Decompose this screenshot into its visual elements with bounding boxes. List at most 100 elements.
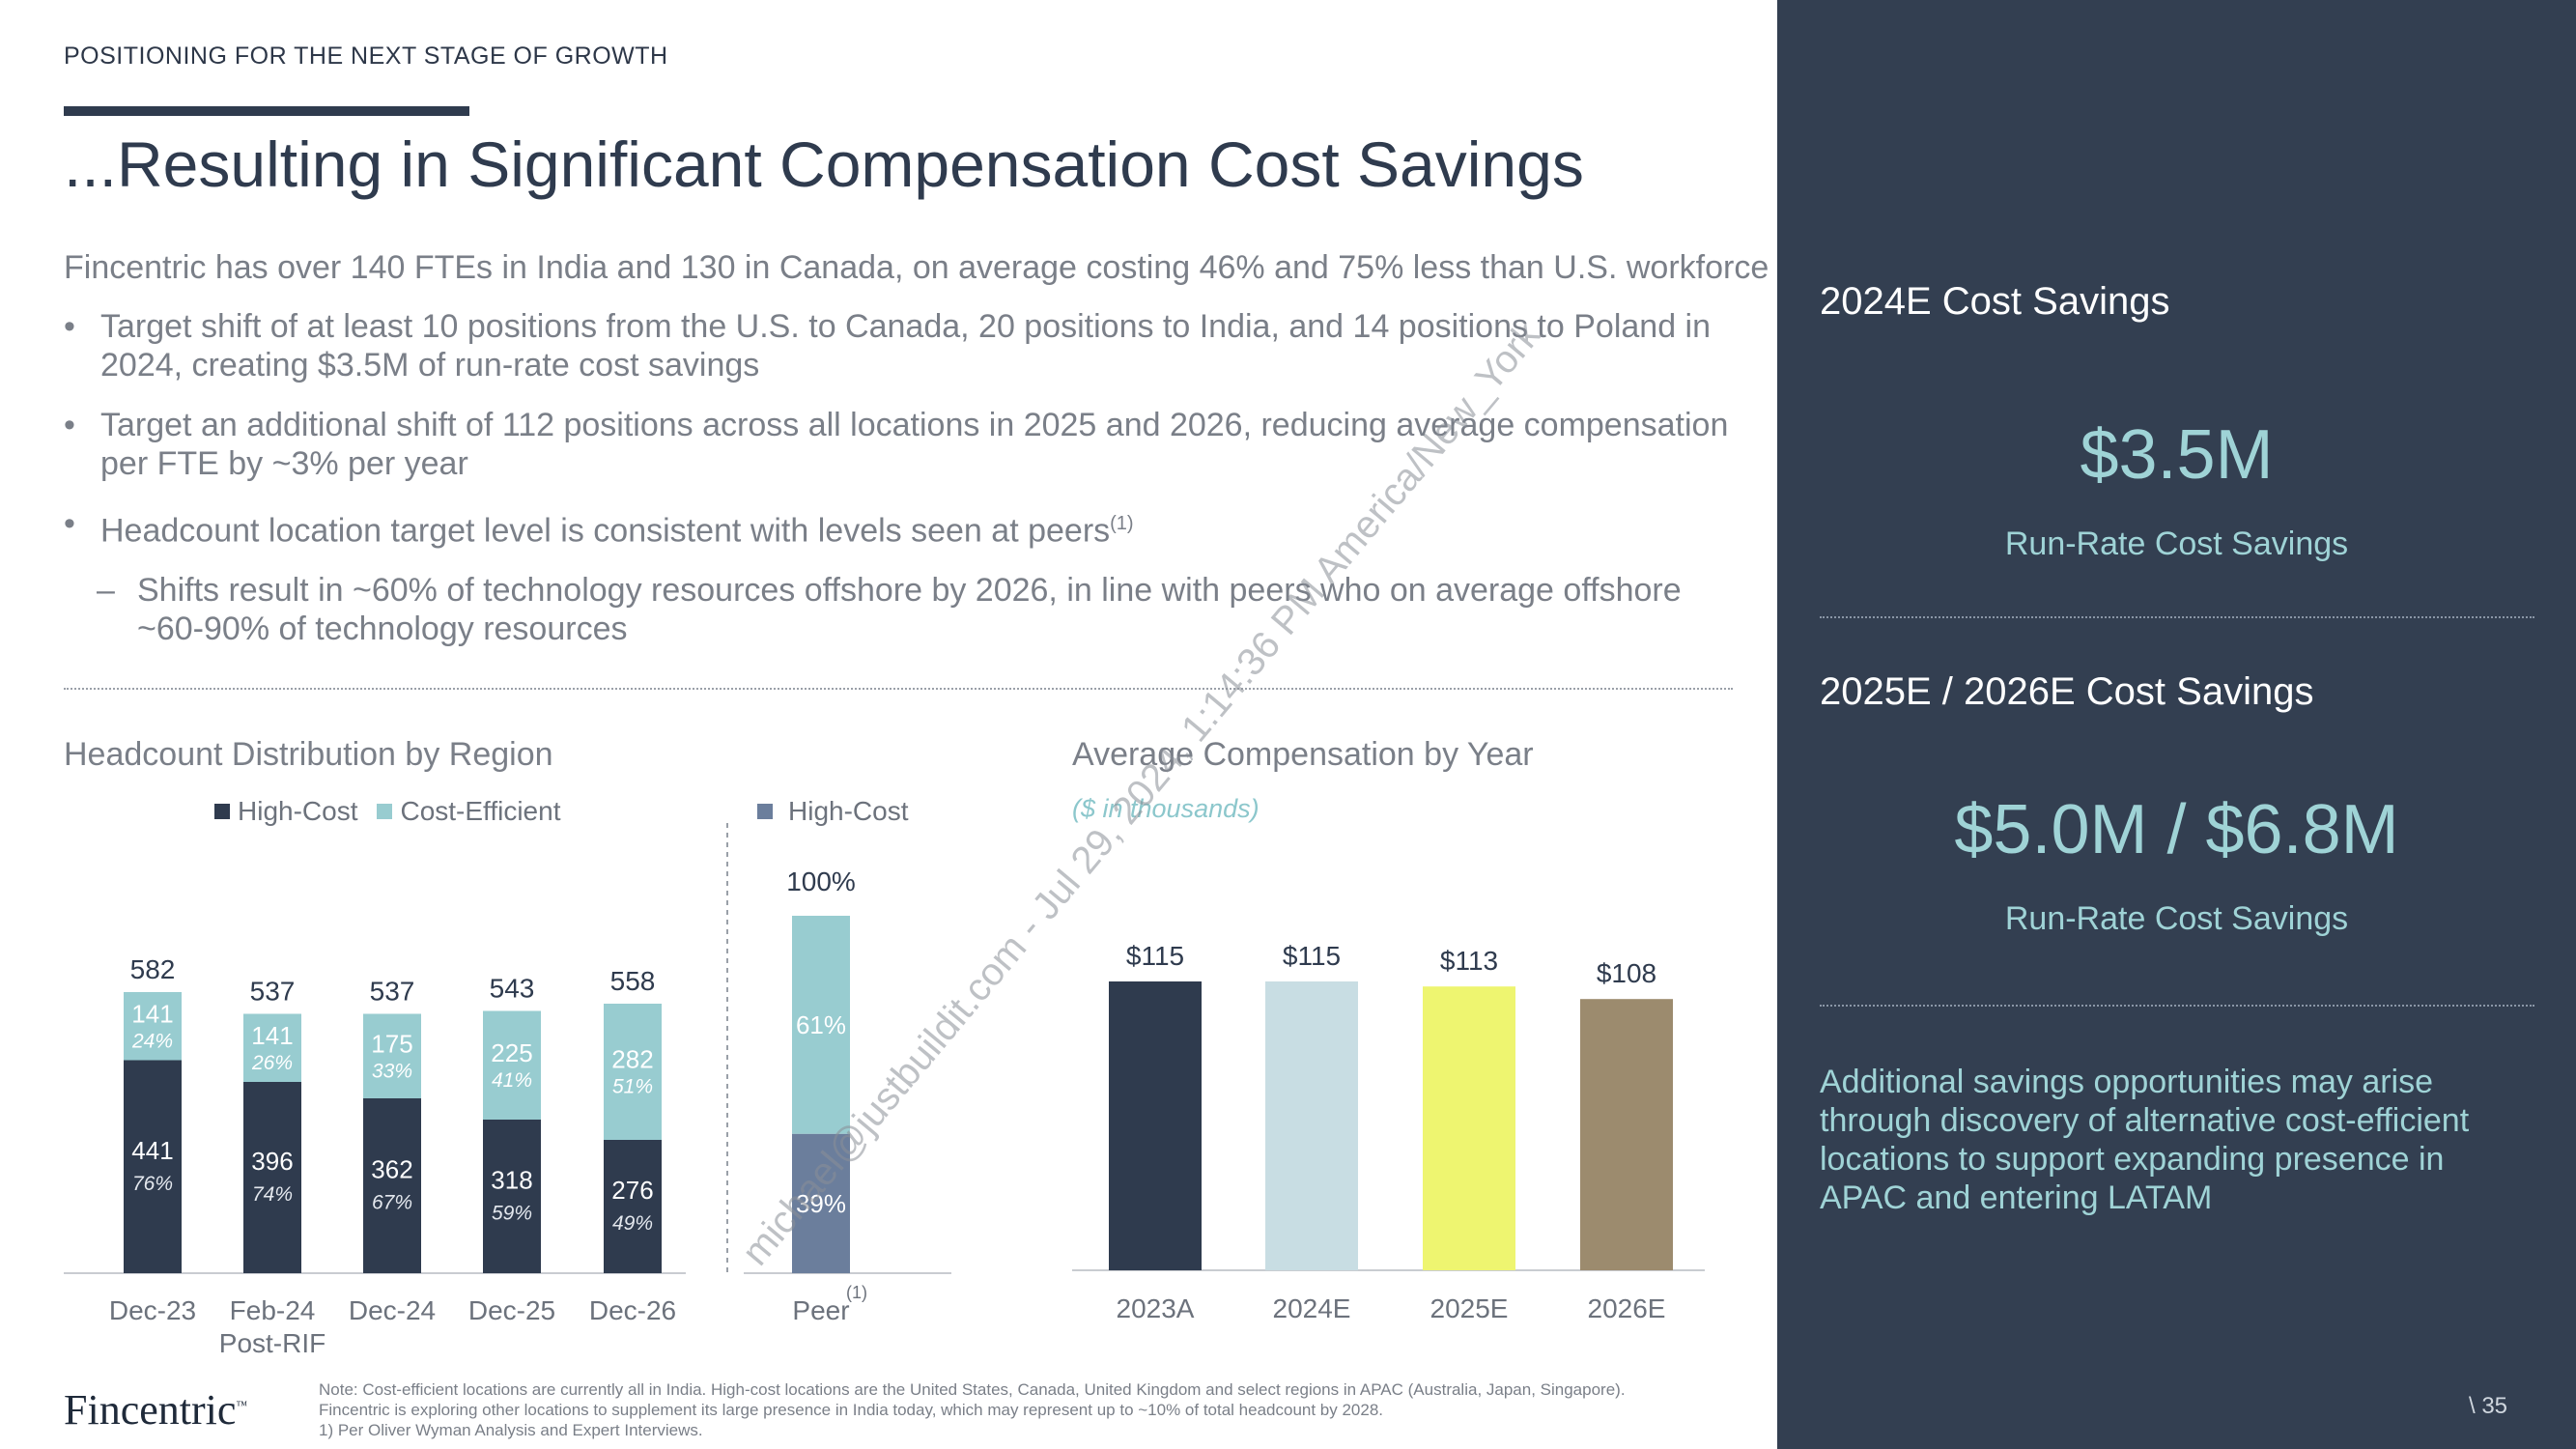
- category-label: Feb-24: [230, 1295, 316, 1325]
- bar-cost-efficient: [483, 1010, 541, 1120]
- bar-value-label: 396: [251, 1147, 293, 1176]
- panel-2025-2026-value: $5.0M / $6.8M: [1954, 791, 2399, 868]
- panel-divider: [1820, 616, 2534, 618]
- category-sublabel: Post-RIF: [219, 1328, 326, 1358]
- bar-total-label: 100%: [786, 867, 856, 896]
- sub-bullet-marker: –: [97, 572, 115, 610]
- bar-high-cost: [604, 1140, 662, 1273]
- footnote-marker: (1): [846, 1283, 867, 1302]
- compensation-chart-title: Average Compensation by Year: [1072, 736, 1534, 773]
- section-kicker: POSITIONING FOR THE NEXT STAGE OF GROWTH: [64, 43, 668, 70]
- bar-value-label: 441: [131, 1136, 173, 1165]
- bar-percent-label: 33%: [372, 1060, 412, 1082]
- bullet-text: Target an additional shift of 112 positi…: [100, 407, 1729, 482]
- bar-high-cost: [243, 1082, 301, 1273]
- category-label: 2024E: [1273, 1293, 1351, 1323]
- panel-note: Additional savings opportunities may ari…: [1820, 1064, 2470, 1216]
- bar-high-cost: [483, 1120, 541, 1273]
- bullet-item: • Target an additional shift of 112 posi…: [64, 406, 1744, 483]
- bar-percent-label: 39%: [796, 1189, 846, 1218]
- panel-2024-title: 2024E Cost Savings: [1820, 280, 2170, 323]
- category-label: Dec-26: [589, 1295, 676, 1325]
- section-divider: [64, 688, 1733, 690]
- charts-canvas: 44176%14124%582Dec-2339674%14126%537Feb-…: [64, 823, 1705, 1358]
- bar-value-label: 362: [371, 1155, 412, 1184]
- page-number: \ 35: [2469, 1393, 2508, 1419]
- bar-peer-high-cost: [792, 1133, 850, 1273]
- bar-percent-label: 26%: [251, 1052, 293, 1074]
- bar-value-label: $113: [1440, 946, 1498, 976]
- footnote-line: 1) Per Oliver Wyman Analysis and Expert …: [319, 1421, 703, 1439]
- sub-bullet-text: Shifts result in ~60% of technology reso…: [137, 572, 1682, 648]
- footnote-marker: (1): [1110, 513, 1134, 534]
- legend-swatch-peer-high-cost: [757, 804, 773, 819]
- bar-total-label: 537: [250, 977, 296, 1007]
- savings-panel: 2024E Cost Savings $3.5M Run-Rate Cost S…: [1777, 0, 2576, 1449]
- bullet-list: • Target shift of at least 10 positions …: [64, 307, 1744, 669]
- bar-percent-label: 67%: [372, 1192, 412, 1214]
- bullet-marker: •: [64, 407, 75, 443]
- bar-value-label: 141: [251, 1021, 293, 1050]
- bar-percent-label: 24%: [131, 1030, 173, 1052]
- bar-value-label: $115: [1283, 941, 1341, 971]
- footnote-line: Note: Cost-efficient locations are curre…: [319, 1380, 1626, 1399]
- panel-divider: [1820, 1005, 2534, 1007]
- bar-total-label: 543: [490, 974, 535, 1004]
- bar-cost-efficient: [124, 992, 182, 1061]
- panel-2024-subtitle: Run-Rate Cost Savings: [2004, 526, 2349, 562]
- bar-compensation: [1109, 981, 1202, 1270]
- category-label: Dec-23: [109, 1295, 196, 1325]
- bar-percent-label: 51%: [612, 1076, 653, 1098]
- bar-percent-label: 74%: [252, 1183, 293, 1206]
- bar-compensation: [1423, 986, 1515, 1270]
- bar-percent-label: 49%: [612, 1212, 653, 1235]
- bar-cost-efficient: [243, 1013, 301, 1082]
- category-label: 2026E: [1588, 1293, 1666, 1323]
- legend-label-high-cost: High-Cost: [238, 796, 358, 826]
- bar-cost-efficient: [604, 1004, 662, 1140]
- bar-total-label: 537: [370, 977, 415, 1007]
- fincentric-logo: Fincentric™: [64, 1386, 248, 1434]
- legend-label-peer-high-cost: High-Cost: [788, 796, 909, 826]
- category-label: 2025E: [1430, 1293, 1509, 1323]
- bar-compensation: [1265, 981, 1358, 1270]
- kicker-rule: [64, 106, 469, 116]
- bar-value-label: 318: [491, 1166, 532, 1195]
- bar-high-cost: [124, 1060, 182, 1273]
- panel-2025-2026-subtitle: Run-Rate Cost Savings: [2004, 900, 2349, 937]
- bar-total-label: 582: [130, 954, 176, 984]
- peer-legend: High-Cost: [757, 796, 908, 827]
- bar-cost-efficient: [363, 1013, 421, 1098]
- legend-swatch-high-cost: [214, 804, 230, 819]
- headcount-chart-title: Headcount Distribution by Region: [64, 736, 553, 773]
- panel-2024-value: $3.5M: [2080, 416, 2274, 494]
- footnote-line: Fincentric is exploring other locations …: [319, 1401, 1384, 1419]
- bar-value-label: 225: [491, 1038, 532, 1067]
- bar-value-label: 141: [131, 999, 173, 1028]
- category-label: Peer: [792, 1295, 849, 1325]
- bar-value-label: $108: [1597, 958, 1656, 988]
- category-label: 2023A: [1117, 1293, 1195, 1323]
- bullet-item: • Target shift of at least 10 positions …: [64, 307, 1744, 384]
- bar-percent-label: 59%: [492, 1203, 532, 1225]
- legend-swatch-cost-efficient: [377, 804, 393, 819]
- bullet-item: • Headcount location target level is con…: [64, 504, 1744, 550]
- bar-value-label: 276: [611, 1176, 653, 1205]
- bar-percent-label: 61%: [796, 1010, 846, 1039]
- bar-percent-label: 41%: [492, 1069, 532, 1092]
- bar-percent-label: 76%: [132, 1173, 173, 1195]
- bar-value-label: 282: [611, 1045, 653, 1074]
- bullet-text: Headcount location target level is consi…: [100, 512, 1111, 550]
- bar-peer-cost-efficient: [792, 916, 850, 1134]
- bullet-marker: •: [64, 308, 75, 345]
- sub-bullet-item: – Shifts result in ~60% of technology re…: [64, 571, 1744, 648]
- compensation-chart-subtitle: ($ in thousands): [1072, 794, 1260, 823]
- bullet-marker: •: [64, 505, 75, 542]
- bar-value-label: $115: [1126, 941, 1184, 971]
- lead-text: Fincentric has over 140 FTEs in India an…: [64, 249, 1769, 286]
- bar-high-cost: [363, 1098, 421, 1273]
- category-label: Dec-24: [349, 1295, 436, 1325]
- bar-compensation: [1580, 999, 1673, 1270]
- bar-value-label: 175: [371, 1029, 412, 1058]
- legend-label-cost-efficient: Cost-Efficient: [400, 796, 561, 826]
